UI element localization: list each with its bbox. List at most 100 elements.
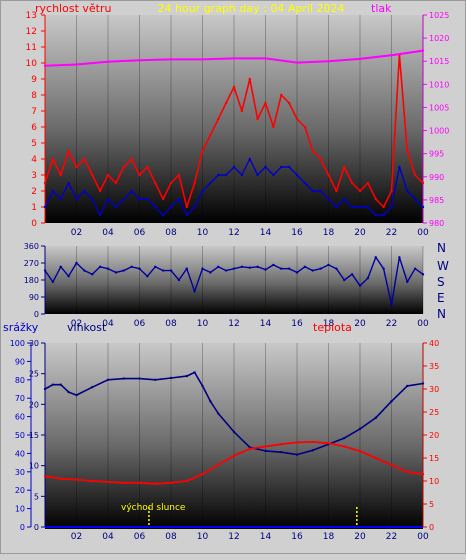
temperature-y-tick-label: 40 [429, 339, 439, 348]
x-tick-label: 18 [323, 228, 335, 238]
humidity-point [201, 384, 204, 388]
pressure-y-tick-label: 1000 [429, 127, 449, 136]
x-tick-label: 12 [228, 228, 239, 238]
x-tick-label: 22 [386, 228, 397, 238]
wind-average-point [350, 205, 354, 209]
humidity-point [185, 374, 188, 378]
rain-y-tick-label: 70 [15, 394, 25, 403]
wind-gust-point [390, 189, 393, 193]
pressure-point [232, 57, 236, 60]
wind-gust-point [350, 181, 354, 185]
humidity-point [358, 427, 362, 431]
wind-gust-point [83, 157, 86, 161]
wind-gust-point [406, 149, 409, 153]
humidity-y-tick-label: 15 [29, 431, 39, 440]
direction-y-tick-label: 360 [24, 242, 39, 251]
wind-direction-point [413, 267, 417, 270]
temperature-y-tick-label: 5 [429, 500, 434, 509]
direction-label-s: S [437, 275, 445, 289]
wind-gust-point [272, 125, 275, 129]
x-tick-label: 00 [417, 532, 429, 542]
wind-average-point [209, 181, 212, 185]
x-tick-label: 14 [260, 532, 272, 542]
rain-title: srážky [3, 321, 39, 334]
x-tick-label: 06 [134, 532, 146, 542]
x-tick-label: 20 [354, 228, 366, 238]
temperature-point [264, 445, 267, 448]
humidity-point [122, 377, 125, 380]
wind-direction-point [390, 303, 393, 306]
wind-average-point [106, 197, 110, 201]
wind-direction-point [295, 271, 299, 274]
wind-direction-point [122, 269, 125, 272]
temperature-point [122, 481, 125, 485]
wind-direction-point [311, 269, 314, 272]
direction-label-n-top: N [437, 241, 446, 255]
wind-average-point [390, 205, 393, 209]
temperature-y-tick-label: 20 [429, 431, 439, 440]
wind-direction-point [421, 273, 425, 276]
rain-y-tick-label: 40 [15, 449, 25, 458]
humidity-point [374, 416, 377, 420]
wind-direction-point [327, 263, 330, 267]
pressure-point [138, 59, 141, 62]
wind-average-point [256, 173, 259, 177]
x-tick-label: 10 [197, 228, 209, 238]
wind-gust-point [98, 189, 102, 193]
temperature-point [421, 472, 425, 476]
wind-average-point [287, 165, 291, 169]
direction-y-tick-label: 90 [29, 293, 39, 302]
pressure-title: tlak [371, 2, 392, 15]
wind-average-point [248, 157, 251, 161]
wind-gust-point [421, 181, 425, 185]
x-tick-label: 14 [260, 228, 272, 238]
x-tick-label: 06 [134, 319, 146, 329]
temperature-point [169, 481, 173, 485]
x-tick-label: 04 [102, 228, 114, 238]
x-tick-label: 02 [71, 319, 82, 329]
wind-gust-point [232, 85, 236, 89]
wind-gust-point [287, 101, 291, 105]
wind-gust-point [327, 173, 330, 177]
humidity-y-tick-label: 25 [29, 370, 39, 379]
wind-direction-point [130, 265, 133, 268]
temperature-point [43, 475, 47, 478]
wind-average-point [224, 173, 228, 177]
humidity-point [406, 384, 409, 388]
humidity-point [169, 376, 173, 380]
wind-gust-point [413, 173, 417, 177]
wind-average-point [232, 165, 236, 169]
wind-y-tick-label: 5 [31, 139, 37, 149]
pressure-point [201, 58, 204, 61]
rain-y-tick-label: 20 [15, 486, 25, 495]
wind-gust-point [177, 173, 181, 177]
wind-average-point [130, 189, 133, 193]
pressure-y-tick-label: 990 [429, 173, 444, 182]
rain-y-tick-label: 0 [20, 523, 25, 532]
wind-average-point [319, 189, 322, 193]
wind-average-point [343, 197, 346, 201]
wind-direction-point [75, 261, 78, 265]
wind-y-tick-label: 2 [31, 187, 37, 197]
wind-direction-point [193, 290, 196, 293]
wind-average-point [303, 181, 307, 185]
wind-gust-point [303, 125, 307, 129]
wind-gust-point [51, 157, 55, 161]
temperature-y-tick-label: 0 [429, 523, 434, 532]
wind-gust-point [343, 165, 346, 169]
wind-direction-point [177, 278, 181, 282]
pressure-y-tick-label: 980 [429, 219, 444, 228]
temperature-point [343, 445, 346, 448]
direction-y-tick-label: 270 [24, 259, 39, 268]
wind-direction-point [217, 265, 220, 268]
wind-gust-point [201, 149, 204, 153]
humidity-point [59, 383, 62, 386]
wind-gust-point [146, 165, 149, 169]
humidity-point [209, 400, 212, 403]
temperature-point [75, 478, 78, 481]
pressure-y-tick-label: 1005 [429, 103, 449, 112]
wind-y-tick-label: 12 [26, 27, 37, 37]
wind-average-point [311, 189, 314, 193]
wind-average-point [264, 165, 267, 169]
pressure-point [264, 57, 267, 60]
